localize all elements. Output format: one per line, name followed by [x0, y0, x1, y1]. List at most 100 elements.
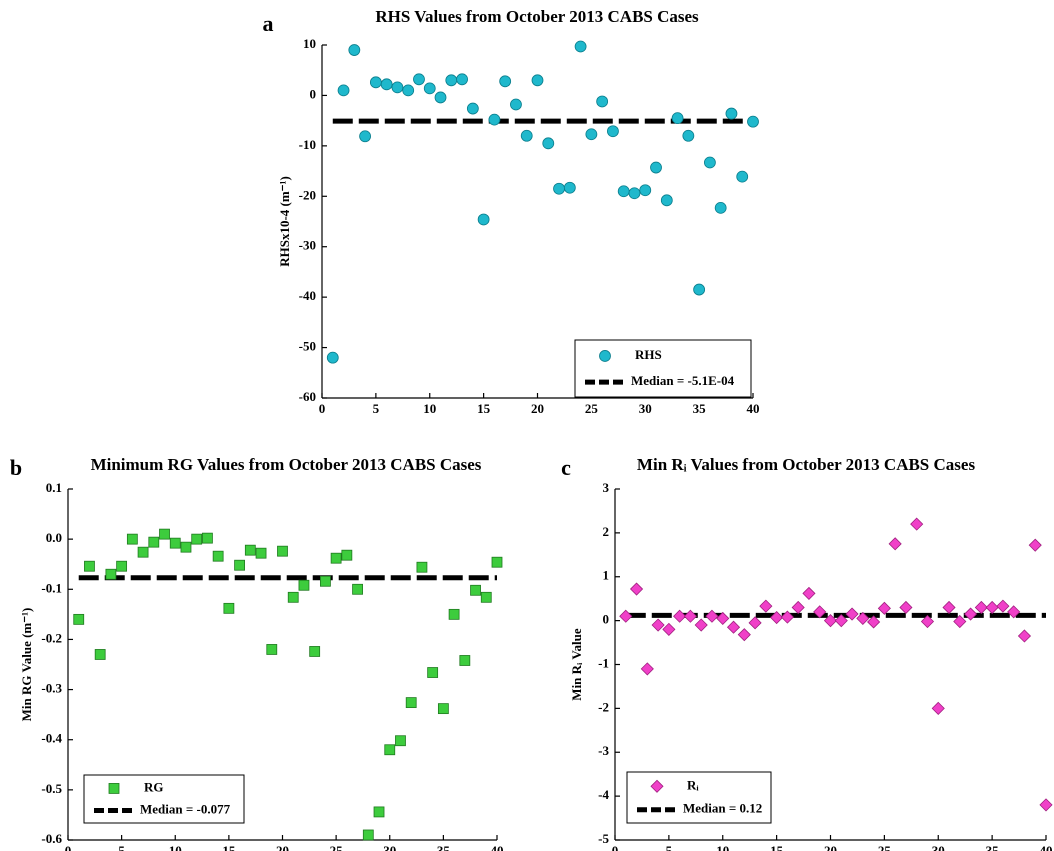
data-point [651, 618, 665, 632]
y-tick-label: 0.1 [46, 480, 62, 495]
data-point [920, 614, 935, 629]
legend-label: Median = 0.12 [683, 801, 762, 816]
y-tick-label: -50 [299, 339, 316, 354]
data-point [802, 586, 816, 600]
panel-label: c [561, 455, 571, 480]
data-point [607, 125, 619, 138]
data-point [1028, 538, 1042, 552]
data-point [910, 517, 924, 531]
y-axis-label: Min Rᵢ Value [569, 628, 584, 701]
y-tick-label: 0 [603, 612, 610, 627]
data-point [352, 583, 363, 595]
data-point [84, 560, 95, 572]
y-tick-label: -0.3 [41, 681, 62, 696]
legend-marker [599, 350, 611, 362]
data-point [563, 181, 576, 194]
data-point [660, 194, 673, 207]
data-point [694, 618, 708, 632]
data-point [395, 735, 406, 747]
data-point [683, 609, 697, 623]
data-point [73, 613, 85, 625]
data-point [650, 161, 662, 174]
x-tick-label: 20 [824, 843, 837, 851]
data-point [714, 201, 727, 214]
data-point [736, 170, 749, 183]
chart-title: Min Rᵢ Values from October 2013 CABS Cas… [637, 455, 976, 474]
data-point [223, 602, 235, 614]
data-point [384, 744, 396, 756]
chart-title: Minimum RG Values from October 2013 CABS… [91, 455, 482, 474]
data-point [359, 130, 372, 143]
data-point [445, 74, 458, 87]
data-point [255, 547, 267, 559]
data-point [169, 537, 181, 549]
data-point [619, 609, 633, 623]
legend-marker [108, 783, 120, 794]
x-tick-label: 0 [65, 843, 72, 851]
data-point [466, 102, 479, 115]
chart-title: RHS Values from October 2013 CABS Cases [375, 7, 699, 26]
data-point [330, 552, 342, 564]
data-point [1017, 629, 1032, 643]
data-point [212, 550, 224, 562]
x-tick-label: 15 [222, 843, 236, 851]
data-point [326, 351, 339, 364]
data-point [470, 584, 481, 596]
data-point [159, 528, 170, 540]
data-point [126, 533, 138, 545]
data-point [748, 616, 762, 630]
data-point [942, 600, 956, 615]
y-tick-label: -0.5 [41, 781, 62, 796]
y-tick-label: -5 [598, 831, 609, 846]
x-tick-label: 15 [770, 843, 784, 851]
data-point [234, 559, 246, 571]
x-tick-label: 0 [612, 843, 619, 851]
data-point [834, 614, 848, 628]
y-tick-label: -0.6 [41, 831, 62, 846]
data-point [725, 107, 738, 120]
data-point [877, 601, 891, 615]
data-point [434, 91, 447, 104]
y-tick-label: 0.0 [46, 530, 62, 545]
x-tick-label: 30 [383, 843, 396, 851]
y-tick-label: -0.1 [41, 580, 62, 595]
legend-label: Median = -5.1E-04 [631, 373, 735, 388]
y-tick-label: -30 [299, 238, 316, 253]
y-tick-label: 1 [603, 568, 610, 583]
data-point [553, 182, 565, 195]
data-point [510, 98, 522, 111]
data-point [287, 591, 299, 603]
legend-label: RG [144, 779, 164, 794]
data-point [202, 532, 213, 544]
data-point [266, 644, 278, 655]
data-point [542, 137, 555, 150]
data-point [480, 591, 492, 603]
data-point [298, 579, 310, 591]
data-point [319, 575, 331, 587]
data-point [693, 283, 706, 296]
data-point [791, 600, 805, 615]
panel-label: a [263, 11, 274, 36]
legend-label: Median = -0.077 [140, 802, 231, 817]
x-tick-label: 40 [1040, 843, 1053, 851]
y-tick-label: -2 [598, 699, 609, 714]
x-tick-label: 40 [491, 843, 504, 851]
data-point [137, 546, 149, 558]
data-point [373, 806, 385, 818]
data-point [477, 213, 490, 226]
panel-label: b [10, 455, 22, 480]
y-tick-label: -4 [598, 787, 609, 802]
x-tick-label: 5 [373, 401, 380, 416]
data-point [148, 536, 160, 548]
data-point [780, 610, 794, 624]
data-point [617, 185, 630, 198]
data-point [416, 561, 428, 573]
data-point [856, 611, 870, 625]
data-point [520, 129, 533, 142]
data-point [94, 649, 106, 660]
data-point [705, 609, 719, 623]
data-point [341, 549, 353, 561]
x-tick-label: 15 [477, 401, 491, 416]
data-point [180, 541, 192, 553]
